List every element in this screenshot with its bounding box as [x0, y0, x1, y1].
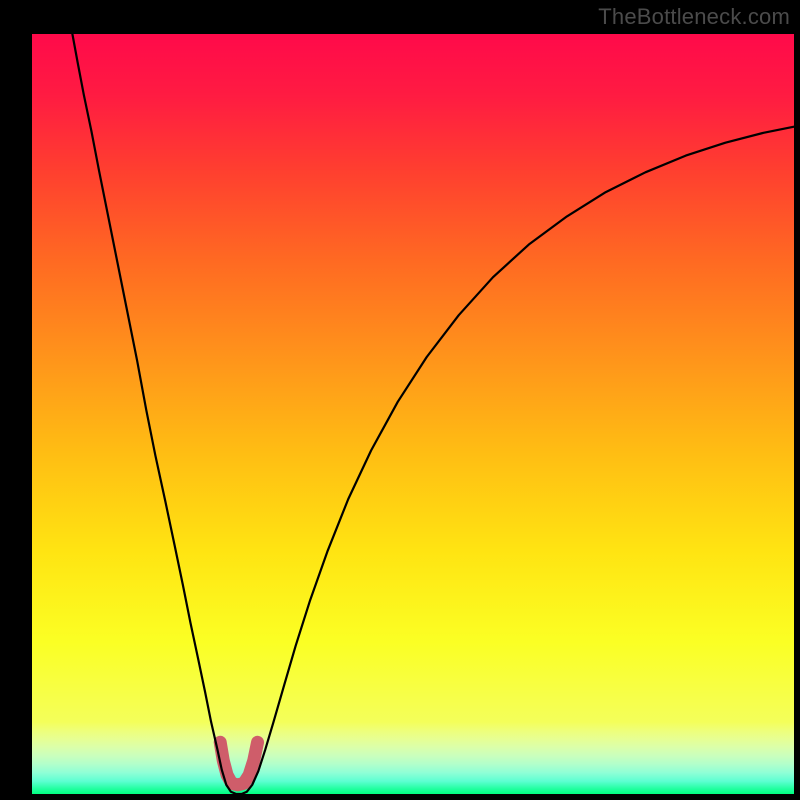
bottleneck-curve-plot [0, 0, 800, 800]
chart-stage: TheBottleneck.com [0, 0, 800, 800]
watermark-text: TheBottleneck.com [598, 4, 790, 30]
